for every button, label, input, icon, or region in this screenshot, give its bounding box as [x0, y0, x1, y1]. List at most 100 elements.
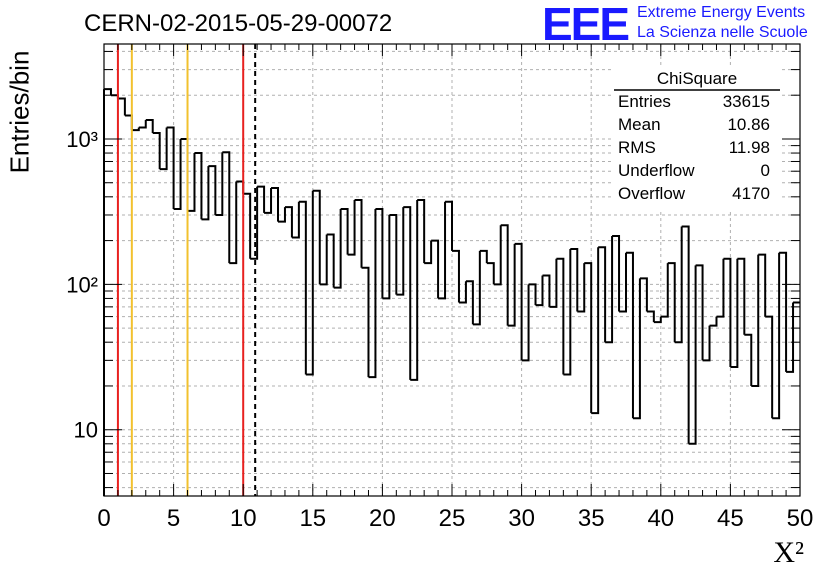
histogram-bin	[479, 249, 488, 264]
histogram-bin	[403, 206, 412, 380]
histogram-bin	[368, 208, 377, 379]
histogram-bin	[563, 249, 572, 376]
y-tick-label: 10	[74, 418, 98, 443]
stats-row-value: 0	[761, 161, 770, 180]
histogram-bin	[702, 325, 711, 362]
histogram-bin	[612, 235, 621, 312]
histogram-bin	[521, 284, 530, 362]
histogram-bin	[236, 180, 245, 194]
histogram-bin	[772, 252, 781, 420]
histogram-bin	[431, 239, 440, 299]
y-tick-label: 10³	[66, 127, 98, 152]
histogram-bin	[124, 114, 133, 131]
histogram-bin	[264, 187, 273, 214]
histogram-bin	[354, 199, 363, 268]
stats-row-value: 10.86	[727, 115, 770, 134]
histogram-bin	[138, 120, 147, 129]
eee-logo-mark: EEE	[542, 0, 630, 50]
histogram-bin	[243, 192, 252, 259]
x-tick-label: 50	[787, 505, 814, 532]
x-tick-label: 25	[439, 505, 466, 532]
histogram-bin	[458, 281, 467, 304]
histogram-bin	[709, 316, 718, 327]
histogram-bin	[542, 274, 551, 307]
histogram-bin	[639, 277, 648, 312]
histogram-bin	[291, 201, 300, 239]
y-tick-label: 10²	[66, 272, 98, 297]
x-tick-label: 10	[230, 505, 257, 532]
histogram-bin	[535, 275, 544, 307]
histogram-bin	[688, 265, 697, 445]
histogram-bin	[653, 316, 662, 324]
histogram-bin	[779, 251, 788, 372]
histogram-bin	[472, 250, 481, 326]
histogram-bin	[591, 247, 600, 415]
histogram-bin	[674, 226, 683, 344]
histogram-bin	[737, 257, 746, 335]
histogram-bin	[152, 131, 161, 170]
histogram-bin	[312, 189, 321, 285]
histogram-bin	[723, 257, 732, 368]
histogram-bin	[173, 138, 182, 210]
histogram-bin	[619, 252, 627, 313]
histogram-bin	[786, 302, 795, 373]
histogram-bin	[159, 127, 168, 171]
histogram-bin	[417, 199, 426, 264]
histogram-bin	[758, 253, 767, 317]
stats-row-label: Underflow	[618, 161, 695, 180]
histogram-bin	[208, 165, 217, 215]
histogram-bin	[284, 206, 293, 238]
histogram-bin	[570, 248, 579, 312]
histogram-bin	[104, 88, 112, 96]
histogram-bin	[257, 185, 266, 213]
stats-row-value: 4170	[732, 184, 770, 203]
histogram-bin	[765, 315, 774, 419]
histogram-bin	[326, 233, 335, 288]
histogram-bin	[438, 201, 447, 300]
x-axis-label: X²	[773, 536, 804, 569]
x-tick-label: 40	[647, 505, 674, 532]
histogram-bin	[424, 240, 433, 265]
histogram-bin	[187, 153, 196, 212]
histogram-bin	[500, 224, 509, 326]
histogram-bin	[660, 263, 669, 318]
histogram-bin	[389, 213, 398, 295]
histogram-bin	[131, 127, 140, 132]
histogram-bin	[695, 264, 704, 361]
stats-title: ChiSquare	[657, 69, 737, 88]
histogram-bin	[605, 236, 614, 344]
histogram-bin	[250, 186, 259, 260]
stats-row-value: 33615	[723, 92, 770, 111]
histogram-bin	[361, 266, 370, 378]
histogram-bin	[556, 257, 565, 375]
histogram-bin	[180, 137, 189, 211]
histogram-bin	[229, 181, 238, 265]
histogram-bin	[445, 200, 453, 251]
histogram-bin	[271, 186, 279, 222]
stats-row-label: RMS	[618, 138, 656, 157]
histogram-bin	[681, 225, 690, 444]
histogram-bin	[117, 97, 126, 116]
histogram-bin	[201, 166, 210, 221]
histogram-bin	[410, 200, 419, 381]
histogram-bin	[716, 258, 725, 318]
histogram-bin	[584, 262, 593, 414]
histogram-bin	[598, 246, 607, 343]
histogram-bin	[382, 214, 391, 300]
histogram-bin	[278, 207, 286, 223]
histogram-bin	[646, 310, 655, 323]
x-tick-label: 35	[578, 505, 605, 532]
histogram-bin	[298, 200, 307, 375]
y-axis-label: Entries/bin	[4, 50, 35, 174]
x-tick-label: 5	[167, 505, 180, 532]
histogram-bin	[333, 208, 342, 289]
chart-title: CERN-02-2015-05-29-00072	[84, 10, 393, 37]
histogram-bin	[507, 243, 516, 327]
histogram-bin	[528, 283, 537, 306]
x-tick-label: 15	[299, 505, 326, 532]
stats-row-label: Overflow	[618, 184, 686, 203]
histogram-bin	[626, 251, 634, 419]
histogram-bin	[514, 242, 523, 361]
